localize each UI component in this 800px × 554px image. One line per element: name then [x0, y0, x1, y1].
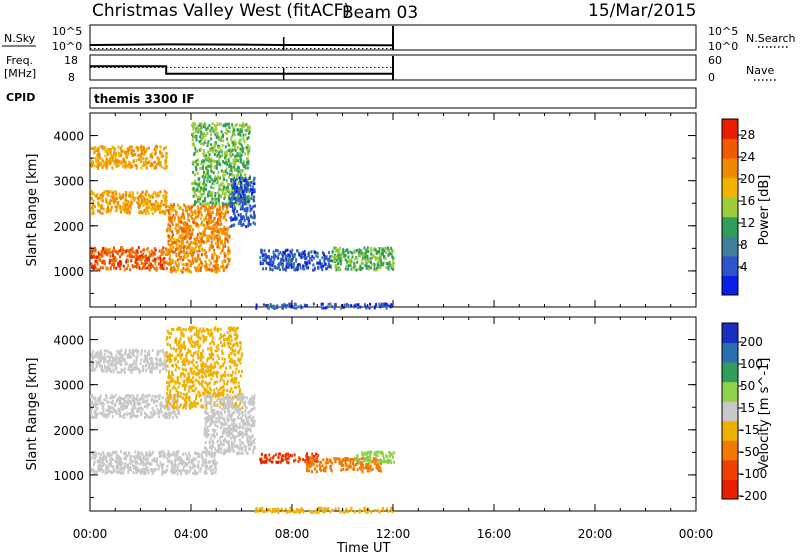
power-colorbar-swatch-1 [722, 255, 738, 276]
power-colorbar-swatch-6 [722, 158, 738, 179]
velocity-colorbar-swatch-5 [722, 381, 738, 402]
velocity-region-8 [254, 506, 394, 514]
time-tick-0: 00:00 [73, 527, 108, 541]
power-colorbar-tick-2: 20 [740, 172, 755, 186]
nsky-tick-high: 10^5 [52, 25, 82, 38]
time-tick-3: 12:00 [376, 527, 411, 541]
power-region-0 [90, 246, 168, 272]
velocity-colorbar-swatch-2 [722, 440, 738, 461]
power-colorbar-tick-6: 4 [740, 260, 748, 274]
velocity-ytick-2: 3000 [53, 379, 84, 393]
nave-label: Nave [746, 64, 774, 77]
power-colorbar-swatch-2 [722, 236, 738, 257]
velocity-colorbar-swatch-7 [722, 342, 738, 363]
velocity-colorbar-swatch-0 [722, 479, 738, 500]
power-colorbar-swatch-8 [722, 119, 738, 140]
velocity-colorbar-tick-4: -15 [740, 423, 760, 437]
velocity-region-7 [355, 450, 395, 464]
power-colorbar-tick-3: 16 [740, 194, 755, 208]
nave-tick-high: 60 [708, 54, 722, 67]
velocity-colorbar-swatch-4 [722, 401, 738, 422]
freq-label: Freq. [6, 54, 33, 67]
velocity-colorbar-tick-7: -200 [740, 489, 767, 503]
power-region-4 [191, 122, 251, 207]
velocity-colorbar-tick-5: -50 [740, 445, 760, 459]
freq-unit: [MHz] [4, 67, 36, 80]
velocity-colorbar-swatch-1 [722, 459, 738, 480]
power-colorbar-swatch-0 [722, 275, 738, 296]
power-ytick-1: 2000 [53, 220, 84, 234]
velocity-ytick-1: 2000 [53, 424, 84, 438]
freq-tick-high: 18 [64, 54, 78, 67]
nsky-right-tick-low: 10^0 [708, 40, 738, 53]
power-colorbar-swatch-3 [722, 216, 738, 237]
velocity-region-0 [90, 450, 218, 476]
power-ylabel: Slant Range [km] [25, 154, 40, 267]
nsky-tick-low: 10^0 [52, 40, 82, 53]
date-label: 15/Mar/2015 [588, 1, 696, 21]
velocity-colorbar-tick-1: 100 [740, 357, 763, 371]
velocity-colorbar-label: Velocity [m s^-1] [757, 358, 772, 471]
power-ytick-3: 4000 [53, 130, 84, 144]
time-tick-1: 04:00 [174, 527, 209, 541]
nsky-right-tick-high: 10^5 [708, 25, 738, 38]
power-colorbar-swatch-4 [722, 197, 738, 218]
time-tick-4: 16:00 [477, 527, 512, 541]
velocity-ylabel: Slant Range [km] [25, 358, 40, 471]
power-region-7 [329, 246, 395, 272]
cpid-panel [89, 87, 697, 109]
power-colorbar-tick-4: 12 [740, 216, 755, 230]
velocity-colorbar-swatch-3 [722, 420, 738, 441]
cpid-value: themis 3300 IF [94, 92, 195, 106]
velocity-region-4 [203, 393, 256, 456]
freq-tick-low: 8 [68, 71, 75, 84]
power-colorbar-swatch-5 [722, 177, 738, 198]
nsearch-label: N.Search [746, 32, 796, 45]
power-region-5 [229, 176, 256, 229]
time-tick-5: 20:00 [578, 527, 613, 541]
power-colorbar-label: Power [dB] [757, 175, 772, 246]
power-colorbar-swatch-7 [722, 138, 738, 159]
power-colorbar-tick-5: 8 [740, 238, 748, 252]
radar-title: Christmas Valley West (fitACF) [92, 1, 350, 21]
power-ytick-0: 1000 [53, 265, 84, 279]
power-region-6 [259, 248, 332, 272]
velocity-colorbar-tick-3: 15 [740, 401, 755, 415]
velocity-colorbar-tick-6: -100 [740, 467, 767, 481]
beam-label: Beam 03 [342, 3, 418, 23]
power-ytick-2: 3000 [53, 175, 84, 189]
velocity-colorbar-tick-2: 50 [740, 379, 755, 393]
nsky-label: N.Sky [4, 32, 36, 45]
velocity-colorbar-swatch-8 [722, 323, 738, 344]
power-region-8 [255, 302, 393, 310]
velocity-region-1 [90, 393, 181, 420]
velocity-colorbar-tick-0: 200 [740, 335, 763, 349]
velocity-colorbar-swatch-6 [722, 362, 738, 383]
nsky-series [89, 43, 394, 47]
time-tick-2: 08:00 [275, 527, 310, 541]
power-colorbar-tick-0: 28 [740, 128, 755, 142]
velocity-region-6 [305, 456, 383, 474]
power-region-3 [165, 203, 231, 274]
velocity-ytick-3: 4000 [53, 334, 84, 348]
nave-tick-low: 0 [708, 71, 715, 84]
velocity-region-3 [165, 326, 244, 410]
power-colorbar-tick-1: 24 [740, 150, 755, 164]
power-region-1 [90, 189, 168, 216]
time-tick-6: 00:00 [679, 527, 714, 541]
time-axis-label: Time UT [336, 541, 390, 554]
velocity-ytick-0: 1000 [53, 469, 84, 483]
velocity-region-2 [90, 348, 168, 374]
power-region-2 [90, 144, 168, 170]
cpid-label: CPID [6, 91, 35, 104]
